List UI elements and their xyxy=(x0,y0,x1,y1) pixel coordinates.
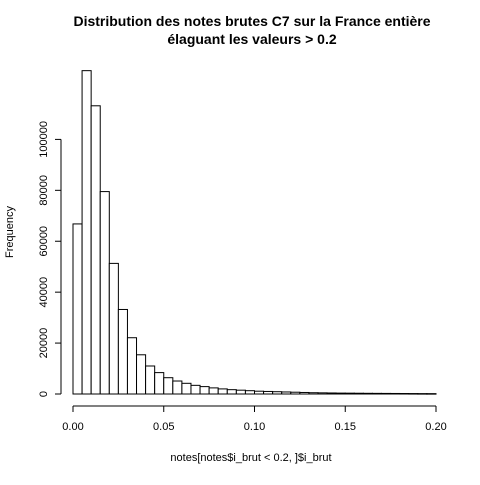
histogram-bar xyxy=(426,393,437,395)
histogram-bar xyxy=(417,393,428,395)
histogram-bar xyxy=(108,262,119,395)
histogram-bar xyxy=(117,308,128,395)
histogram-bars xyxy=(72,70,437,395)
histogram-bar xyxy=(371,392,383,395)
histogram-bar xyxy=(190,384,201,395)
histogram-bar xyxy=(136,354,147,395)
chart-title-line2: élaguant les valeurs > 0.2 xyxy=(167,31,336,47)
histogram-bar xyxy=(90,105,101,395)
histogram-bar xyxy=(353,392,364,395)
x-axis: 0.00 0.05 0.10 0.15 0.20 xyxy=(62,405,447,433)
x-tick-label: 0.10 xyxy=(244,421,265,433)
histogram-bar xyxy=(181,382,192,395)
histogram-bar xyxy=(163,377,174,395)
histogram-bar xyxy=(263,390,274,395)
histogram-bar xyxy=(308,392,319,395)
histogram-bar xyxy=(81,70,92,395)
x-tick-label: 0.15 xyxy=(335,421,356,433)
histogram-bar xyxy=(244,390,256,395)
histogram-bar xyxy=(208,387,219,395)
histogram-bar xyxy=(235,389,246,395)
x-tick-label: 0.00 xyxy=(62,421,83,433)
histogram-bar xyxy=(399,393,410,395)
histogram-bar xyxy=(362,392,373,395)
histogram-bar xyxy=(390,392,401,395)
histogram-bar xyxy=(99,191,110,395)
y-axis-label: Frequency xyxy=(4,206,16,258)
histogram-bar xyxy=(217,388,228,395)
y-axis: 0 20000 40000 60000 80000 100000 xyxy=(38,121,62,397)
histogram-bar xyxy=(154,372,165,395)
y-tick-label: 100000 xyxy=(38,121,50,158)
chart-title-line1: Distribution des notes brutes C7 sur la … xyxy=(73,13,430,29)
histogram-bar xyxy=(226,389,237,395)
histogram-bar xyxy=(290,391,301,395)
y-tick-label: 60000 xyxy=(38,226,50,257)
histogram-bar xyxy=(408,393,419,395)
histogram-bar xyxy=(72,223,83,395)
histogram-bar xyxy=(272,391,283,395)
histogram-bar xyxy=(145,365,156,395)
y-tick-label: 80000 xyxy=(38,175,50,206)
x-tick-label: 0.20 xyxy=(425,421,446,433)
x-axis-label: notes[notes$i_brut < 0.2, ]$i_brut xyxy=(170,452,331,464)
histogram-bar xyxy=(254,390,265,395)
histogram-bar xyxy=(126,337,138,395)
histogram-bar xyxy=(344,392,355,395)
histogram-bar xyxy=(172,380,183,395)
x-tick-label: 0.05 xyxy=(153,421,174,433)
histogram-bar xyxy=(326,392,337,395)
y-tick-label: 40000 xyxy=(38,277,50,308)
histogram-bar xyxy=(299,391,310,395)
y-tick-label: 0 xyxy=(38,391,50,397)
histogram-bar xyxy=(317,392,328,395)
histogram-bar xyxy=(335,392,346,395)
histogram-bar xyxy=(381,392,392,395)
histogram-bar xyxy=(199,386,210,395)
histogram-bar xyxy=(281,391,292,395)
y-tick-label: 20000 xyxy=(38,328,50,359)
